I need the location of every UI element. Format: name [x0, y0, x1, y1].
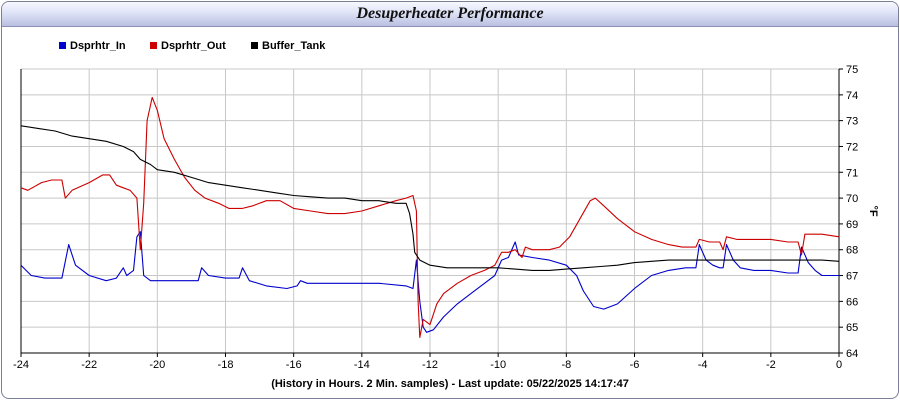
- y-tick-label: 67: [846, 271, 858, 283]
- x-tick-label: -16: [286, 359, 302, 371]
- y-tick-label: 74: [846, 90, 858, 102]
- y-axis-label: °F: [867, 205, 879, 216]
- series-line-dsprhtr-in: [20, 231, 839, 333]
- y-tick-label: 75: [846, 64, 858, 76]
- x-tick-label: -8: [561, 359, 571, 371]
- x-axis-caption: (History in Hours. 2 Min. samples) - Las…: [271, 378, 629, 390]
- x-tick-label: -24: [13, 359, 29, 371]
- series-line-dsprhtr-out: [20, 96, 840, 339]
- y-tick-label: 69: [846, 219, 858, 231]
- legend-label-dsprhtr-out: Dsprhtr_Out: [161, 40, 226, 52]
- legend-label-dsprhtr-in: Dsprhtr_In: [70, 40, 126, 52]
- x-tick-label: -14: [354, 359, 370, 371]
- legend-item-dsprhtr-in: Dsprhtr_In: [59, 40, 126, 54]
- legend-swatch-dsprhtr-out: [150, 42, 157, 49]
- y-tick-label: 65: [846, 322, 858, 334]
- x-tick-label: -10: [490, 359, 506, 371]
- y-tick-label: 72: [846, 141, 858, 153]
- x-tick-label: -4: [698, 359, 708, 371]
- y-tick-label: 66: [846, 296, 858, 308]
- legend-item-dsprhtr-out: Dsprhtr_Out: [150, 40, 226, 54]
- series-line-buffer-tank: [20, 125, 840, 271]
- x-tick-label: 0: [836, 359, 842, 371]
- x-tick-label: -18: [218, 359, 234, 371]
- legend-swatch-buffer-tank: [251, 42, 258, 49]
- chart-title: Desuperheater Performance: [356, 5, 544, 22]
- title-bar: Desuperheater Performance: [2, 2, 898, 27]
- x-tick-label: -22: [81, 359, 97, 371]
- y-tick-label: 71: [846, 167, 858, 179]
- y-tick-label: 64: [846, 348, 858, 360]
- y-tick-label: 70: [846, 193, 858, 205]
- legend-item-buffer-tank: Buffer_Tank: [251, 40, 325, 54]
- x-tick-label: -20: [149, 359, 165, 371]
- x-tick-label: -2: [766, 359, 776, 371]
- legend-label-buffer-tank: Buffer_Tank: [262, 40, 326, 52]
- y-tick-label: 68: [846, 245, 858, 257]
- y-tick-label: 73: [846, 116, 858, 128]
- x-tick-label: -12: [422, 359, 438, 371]
- x-tick-label: -6: [630, 359, 640, 371]
- legend-swatch-dsprhtr-in: [59, 42, 66, 49]
